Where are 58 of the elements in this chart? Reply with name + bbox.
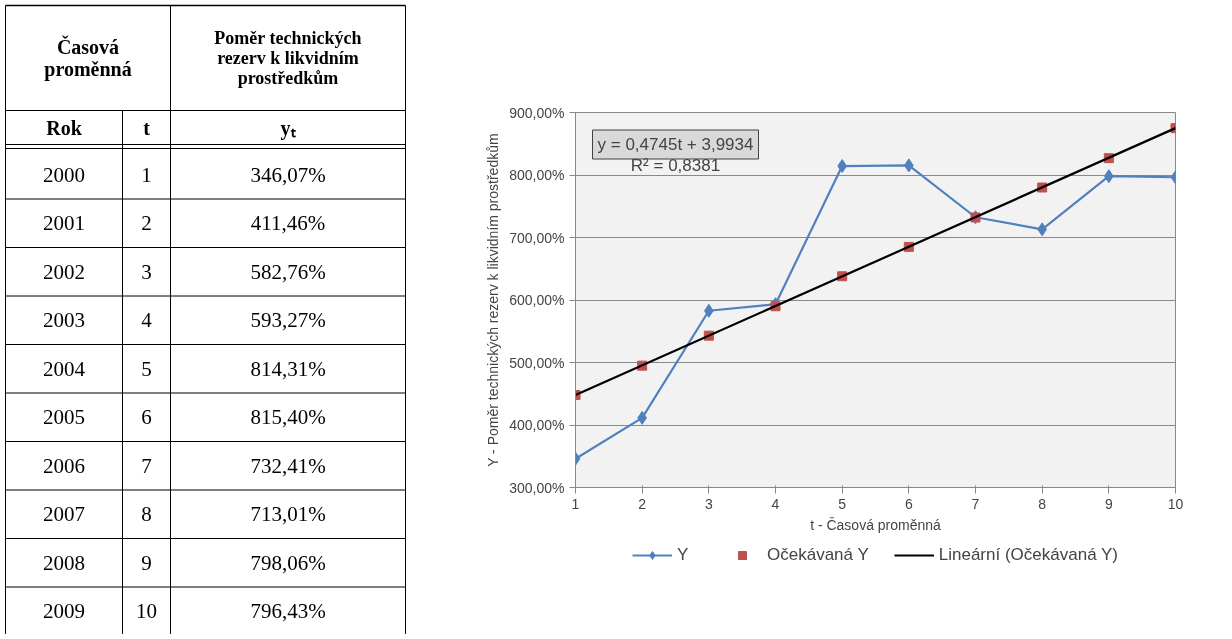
x-tick-label: 8 [1038,495,1047,512]
text: 582,76% [250,259,326,284]
y-tick-label: 300,00% [509,479,565,496]
x-tick-label: 6 [904,495,913,512]
text: 2003 [43,308,85,333]
x-tick-label: 2 [638,495,647,512]
text: 346,07% [250,162,326,187]
x-tick-label: 4 [771,495,780,512]
text: 6 [141,405,152,430]
x-tick-label: 1 [571,495,580,512]
y-tick-label: 800,00% [509,167,565,183]
text: 815,40% [250,405,326,430]
text: yₜ [280,116,296,140]
x-tick-label: 5 [838,495,847,512]
text: 2008 [43,550,85,575]
text: 593,27% [250,308,326,333]
text: 2000 [43,162,85,187]
text: 1 [141,162,152,187]
x-tick-label: 10 [1167,495,1184,512]
y-axis-title: Y - Poměr technických rezerv k likvidním prostředkům [485,133,502,467]
text: Časová proměnná [44,34,132,81]
y-tick-label: 400,00% [509,417,565,433]
x-tick-label: 3 [704,495,713,512]
text: Poměr technických rezerv k likvidním prostředkům [214,27,362,88]
y-tick-label: 700,00% [509,229,565,246]
legend-label: Lineární (Očekávaná Y) [938,545,1118,565]
text: 796,43% [250,599,326,624]
text: 2004 [43,356,86,381]
text: 9 [141,550,152,575]
text: 5 [141,356,152,381]
annotation: R² = 0,8381 [630,156,721,176]
legend-label: Y [677,545,690,565]
y-tick-label: 900,00% [509,104,565,121]
text: 2002 [43,259,85,284]
annotation: y = 0,4745t + 3,9934 [597,135,754,154]
text: 7 [141,453,152,478]
text: Rok [46,116,83,139]
text: 3 [141,259,152,284]
text: 2001 [43,211,85,236]
text: 2006 [43,453,85,478]
text: 798,06% [250,550,326,575]
text: 2 [141,211,152,236]
legend-label: Očekávaná Y [767,545,869,565]
text: 814,31% [250,356,326,381]
y-tick-label: 500,00% [509,354,565,371]
text: 713,01% [250,502,326,527]
x-tick-label: 7 [971,495,980,512]
y-tick-label: 600,00% [509,292,565,308]
text: 411,46% [250,211,326,236]
text: 10 [136,599,157,624]
text: 2005 [43,405,85,430]
text: 4 [141,308,153,333]
x-tick-label: 9 [1104,495,1113,512]
text: 732,41% [250,453,326,478]
text: 2007 [43,502,85,527]
text: t [143,116,151,139]
text: 2009 [43,599,85,624]
x-axis-title: t - Časová proměnná [810,516,942,533]
